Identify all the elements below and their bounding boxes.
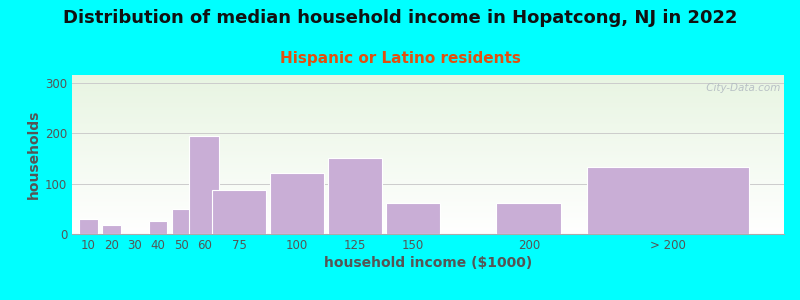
Text: Hispanic or Latino residents: Hispanic or Latino residents bbox=[279, 51, 521, 66]
Bar bbox=[587, 167, 750, 234]
Bar bbox=[386, 203, 439, 234]
Bar bbox=[270, 173, 324, 234]
Bar bbox=[497, 203, 562, 234]
Bar bbox=[328, 158, 382, 234]
X-axis label: household income ($1000): household income ($1000) bbox=[324, 256, 532, 270]
Bar bbox=[172, 209, 190, 234]
Bar bbox=[102, 225, 121, 234]
Bar bbox=[189, 136, 219, 234]
Y-axis label: households: households bbox=[26, 110, 41, 199]
Text: City-Data.com: City-Data.com bbox=[703, 83, 781, 93]
Bar bbox=[212, 190, 266, 234]
Text: Distribution of median household income in Hopatcong, NJ in 2022: Distribution of median household income … bbox=[62, 9, 738, 27]
Bar bbox=[79, 219, 98, 234]
Bar bbox=[149, 221, 167, 234]
